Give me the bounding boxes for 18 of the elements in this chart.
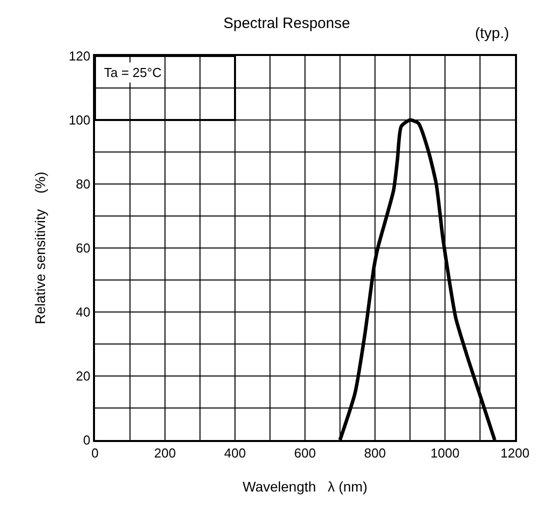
y-axis-title: Relative sensitivity (%) <box>32 172 48 324</box>
y-tick-label: 40 <box>76 304 90 320</box>
x-tick-label: 400 <box>224 446 246 461</box>
y-tick-label: 0 <box>83 432 90 448</box>
y-tick-label: 20 <box>76 368 90 384</box>
chart-title: Spectral Response <box>223 15 350 32</box>
y-tick-label: 80 <box>76 176 90 192</box>
x-tick-label: 200 <box>154 446 176 461</box>
text: (typ.) <box>475 25 510 42</box>
annotation: Ta = 25°C <box>104 65 162 80</box>
y-tick-label: 120 <box>68 48 90 64</box>
x-tick-label: 800 <box>364 446 386 461</box>
y-tick-label: 60 <box>76 240 90 256</box>
x-tick-label: 1000 <box>430 446 460 461</box>
y-tick-label: 100 <box>68 112 90 128</box>
x-axis-title: Wavelength λ (nm) <box>242 478 368 494</box>
x-tick-label: 1200 <box>500 446 530 461</box>
x-tick-label: 600 <box>294 446 316 461</box>
